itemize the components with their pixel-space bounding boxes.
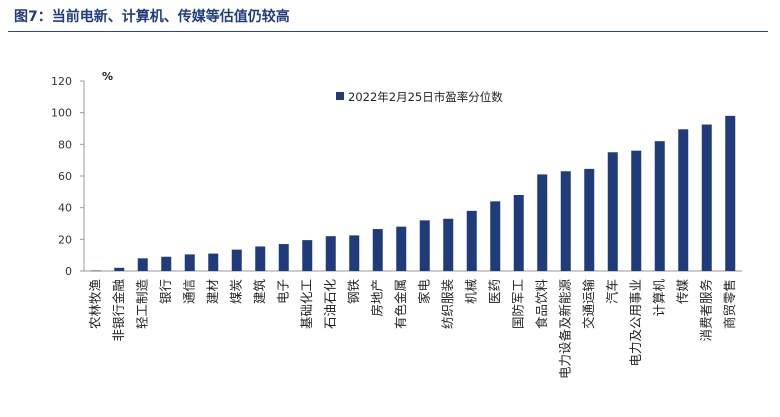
figure-title: 图7：当前电新、计算机、传媒等估值仍较高: [14, 9, 290, 25]
bar: [419, 220, 430, 271]
bar: [560, 171, 571, 271]
x-tick-label: 食品饮料: [534, 279, 549, 330]
legend: 2022年2月25日市盈率分位数: [336, 90, 503, 104]
x-tick-label: 农林牧渔: [87, 279, 102, 329]
x-tick-label: 家电: [416, 279, 431, 305]
bar: [114, 267, 125, 271]
x-tick-label: 交通运输: [581, 279, 596, 330]
bar: [513, 195, 524, 271]
x-tick-label: 电力设备及新能源: [557, 279, 572, 380]
x-tick-label: 建筑: [252, 279, 267, 305]
bars-group: [90, 115, 736, 272]
x-tick-label: 有色金属: [393, 279, 408, 329]
bar: [654, 141, 665, 271]
bar: [607, 152, 618, 271]
y-tick-label: 20: [58, 233, 72, 246]
x-tick-label: 电子: [275, 279, 290, 304]
bar: [372, 229, 383, 271]
bar: [584, 168, 595, 272]
bar: [466, 210, 477, 271]
x-tick-label: 医药: [487, 279, 502, 304]
x-tick-label: 煤炭: [228, 279, 243, 304]
y-tick-label: 100: [51, 107, 72, 120]
bar: [137, 258, 148, 271]
y-tick-label: 40: [58, 202, 72, 215]
x-tick-label: 消费者服务: [698, 279, 713, 342]
legend-swatch: [336, 92, 344, 100]
x-tick-label: 纺织服装: [440, 279, 455, 329]
x-tick-label: 国防军工: [510, 279, 525, 329]
legend-label: 2022年2月25日市盈率分位数: [348, 90, 503, 104]
x-tick-label: 银行: [158, 279, 173, 304]
bar: [631, 150, 642, 271]
x-tick-label: 传媒: [675, 279, 690, 305]
bar: [90, 270, 101, 272]
bar: [184, 254, 195, 272]
x-tick-label: 计算机: [651, 279, 666, 317]
x-axis-labels: 农林牧渔 非银行金融 轻工制造 银行 通信 建材 煤炭 建筑 电子 基础化工 石油石化 钢铁 房地产 有色…: [87, 279, 737, 380]
bar: [701, 124, 712, 271]
bar: [302, 240, 313, 272]
bar: [231, 249, 242, 272]
x-tick-label: 电力及公用事业: [628, 279, 643, 367]
bar: [278, 244, 289, 271]
x-tick-label: 钢铁: [346, 279, 361, 305]
y-tick-label: 120: [51, 75, 72, 88]
x-tick-label: 机械: [463, 279, 478, 305]
x-tick-label: 房地产: [369, 279, 384, 317]
x-tick-label: 建材: [205, 279, 220, 304]
bar: [349, 235, 360, 272]
x-tick-label: 商贸零售: [722, 279, 737, 329]
bar: [725, 115, 736, 271]
bar: [208, 253, 219, 271]
x-tick-label: 非银行金融: [111, 279, 126, 342]
y-tick-label: 60: [58, 170, 72, 183]
bar: [443, 218, 454, 271]
bar: [255, 246, 266, 271]
bar: [161, 256, 172, 271]
bar: [490, 201, 501, 271]
x-tick-label: 轻工制造: [134, 279, 149, 330]
bar: [678, 129, 689, 271]
x-tick-label: 石油石化: [322, 279, 337, 330]
x-tick-label: 基础化工: [299, 279, 314, 329]
y-axis-unit: %: [102, 70, 113, 83]
y-tick-label: 80: [58, 138, 72, 151]
bar: [537, 174, 548, 271]
y-tick-label: 0: [65, 265, 72, 278]
x-tick-label: 汽车: [604, 279, 619, 304]
bar: [325, 236, 336, 271]
bar: [396, 226, 407, 271]
title-divider: [8, 31, 768, 32]
x-tick-label: 通信: [181, 279, 196, 304]
